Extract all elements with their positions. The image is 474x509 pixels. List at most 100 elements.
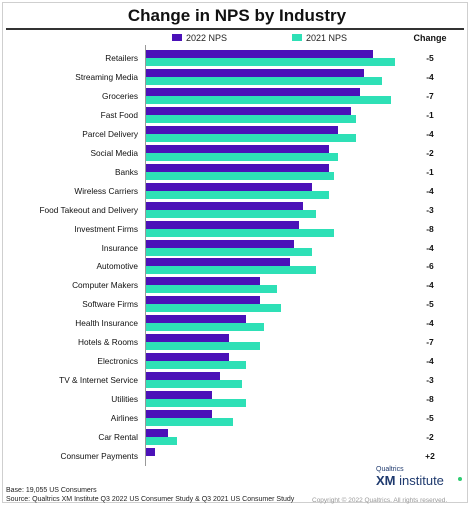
bar-2021-groceries — [146, 95, 391, 104]
category-label-hotels-rooms: Hotels & Rooms — [78, 337, 138, 348]
change-value-tv-internet-service: -3 — [426, 375, 434, 386]
qualtrics-logo-text: Qualtrics — [376, 466, 404, 473]
copyright-text: Copyright © 2022 Qualtrics. All rights r… — [312, 497, 448, 504]
change-value-car-rental: -2 — [426, 432, 434, 442]
bar-2021-car-rental — [146, 437, 177, 445]
change-value-retailers: -5 — [426, 53, 434, 63]
category-label-fast-food: Fast Food — [100, 109, 138, 120]
bar-2021-electronics — [146, 361, 247, 370]
chart-title: Change in NPS by Industry — [127, 6, 347, 25]
change-value-hotels-rooms: -7 — [426, 337, 434, 348]
change-value-automotive: -6 — [426, 261, 434, 272]
bar-2022-groceries — [146, 87, 360, 96]
bar-2022-banks — [146, 163, 330, 172]
category-label-computer-makers: Computer Makers — [72, 280, 138, 291]
title-divider — [6, 28, 464, 30]
bar-2021-banks — [146, 171, 334, 180]
bar-2022-wireless-carriers — [146, 182, 312, 191]
category-label-food-takeout-and-delivery: Food Takeout and Delivery — [39, 204, 138, 215]
bar-2022-car-rental — [146, 429, 168, 437]
change-column-header: Change — [413, 33, 447, 43]
category-label-streaming-media: Streaming Media — [75, 71, 138, 82]
category-axis-line — [145, 45, 146, 466]
change-value-streaming-media: -4 — [426, 71, 434, 82]
change-value-utilities: -8 — [426, 394, 434, 405]
change-value-software-firms: -5 — [426, 299, 434, 310]
bar-2022-electronics — [146, 353, 229, 362]
bar-2021-wireless-carriers — [146, 190, 330, 199]
category-label-consumer-payments: Consumer Payments — [60, 450, 138, 461]
bar-2021-health-insurance — [146, 323, 264, 332]
category-label-car-rental: Car Rental — [98, 432, 138, 442]
bar-2021-computer-makers — [146, 285, 277, 294]
bar-2022-retailers — [146, 50, 374, 58]
bar-2022-consumer-payments — [146, 447, 155, 456]
bar-2021-parcel-delivery — [146, 133, 356, 142]
change-value-parcel-delivery: -4 — [426, 128, 434, 139]
category-label-health-insurance: Health Insurance — [75, 318, 138, 329]
bar-2022-fast-food — [146, 106, 352, 115]
category-label-groceries: Groceries — [102, 90, 138, 101]
bar-2022-investment-firms — [146, 220, 299, 229]
bar-2022-streaming-media — [146, 68, 365, 77]
category-label-software-firms: Software Firms — [82, 299, 138, 310]
bar-2021-investment-firms — [146, 228, 334, 237]
bar-2021-airlines — [146, 418, 234, 427]
legend-item-2022: 2022 NPS — [172, 33, 227, 43]
category-label-airlines: Airlines — [110, 413, 138, 424]
bar-2022-health-insurance — [146, 315, 247, 324]
legend-label-2021: 2021 NPS — [306, 33, 348, 43]
footnote-base: Base: 19,055 US Consumers — [6, 487, 97, 494]
change-value-airlines: -5 — [426, 413, 434, 424]
bar-2022-utilities — [146, 391, 212, 400]
change-value-fast-food: -1 — [426, 109, 434, 120]
change-value-groceries: -7 — [426, 90, 434, 101]
bar-2022-insurance — [146, 239, 295, 248]
bar-2021-software-firms — [146, 304, 282, 313]
change-value-electronics: -4 — [426, 356, 434, 367]
category-label-insurance: Insurance — [101, 242, 138, 253]
bar-2022-software-firms — [146, 296, 260, 305]
bar-2021-food-takeout-and-delivery — [146, 209, 317, 218]
change-value-social-media: -2 — [426, 147, 434, 158]
category-label-wireless-carriers: Wireless Carriers — [74, 185, 138, 196]
legend-label-2022: 2022 NPS — [186, 33, 228, 43]
logo-xm: XM — [376, 473, 396, 488]
change-value-computer-makers: -4 — [426, 280, 434, 291]
change-value-food-takeout-and-delivery: -3 — [426, 204, 434, 215]
category-label-parcel-delivery: Parcel Delivery — [82, 128, 138, 139]
change-value-insurance: -4 — [426, 242, 434, 253]
bar-2022-tv-internet-service — [146, 372, 221, 381]
bar-2021-tv-internet-service — [146, 380, 243, 389]
bar-2022-automotive — [146, 258, 291, 267]
bar-2021-fast-food — [146, 114, 356, 123]
category-label-utilities: Utilities — [111, 394, 138, 405]
bar-2022-hotels-rooms — [146, 334, 229, 343]
legend-swatch-2022 — [172, 34, 182, 41]
change-value-banks: -1 — [426, 166, 434, 177]
chart-frame — [2, 2, 468, 503]
category-label-retailers: Retailers — [105, 53, 138, 63]
change-value-consumer-payments: +2 — [425, 450, 435, 461]
bar-2021-automotive — [146, 266, 317, 275]
footnote-source: Source: Qualtrics XM Institute Q3 2022 U… — [6, 496, 295, 503]
logo-institute: institute — [395, 473, 444, 488]
bar-2021-hotels-rooms — [146, 342, 260, 351]
category-label-investment-firms: Investment Firms — [74, 223, 138, 234]
legend-swatch-2021 — [292, 34, 302, 41]
category-label-electronics: Electronics — [97, 356, 138, 367]
bar-2021-social-media — [146, 152, 339, 161]
bar-2022-computer-makers — [146, 277, 260, 286]
logo-dot-icon — [458, 477, 462, 481]
bar-2022-airlines — [146, 410, 212, 419]
bar-2021-streaming-media — [146, 76, 382, 85]
bar-2022-social-media — [146, 144, 330, 153]
category-label-social-media: Social Media — [90, 147, 138, 158]
category-label-automotive: Automotive — [96, 261, 138, 272]
bar-2022-parcel-delivery — [146, 125, 339, 134]
bar-2022-food-takeout-and-delivery — [146, 201, 304, 210]
change-value-investment-firms: -8 — [426, 223, 434, 234]
bar-2021-utilities — [146, 399, 247, 408]
bar-2021-retailers — [146, 58, 395, 66]
change-value-wireless-carriers: -4 — [426, 185, 434, 196]
